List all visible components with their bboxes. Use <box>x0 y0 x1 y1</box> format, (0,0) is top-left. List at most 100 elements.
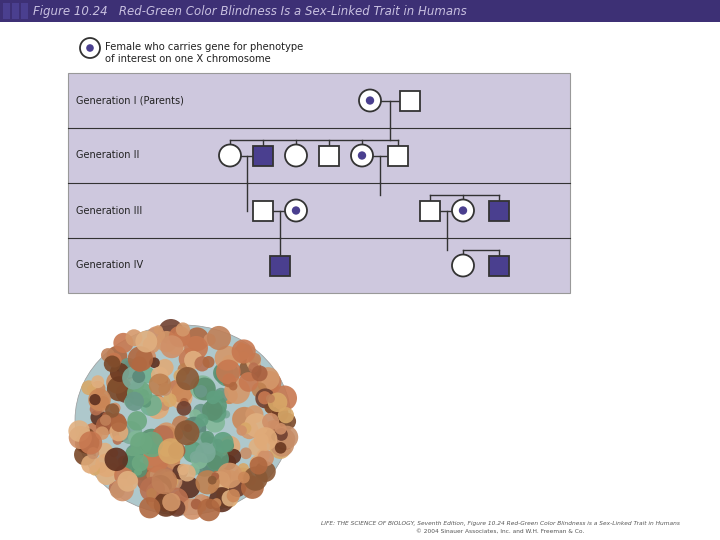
Circle shape <box>262 413 279 430</box>
Circle shape <box>89 388 111 411</box>
Circle shape <box>152 425 174 447</box>
Circle shape <box>248 353 261 366</box>
Circle shape <box>222 355 238 370</box>
Circle shape <box>127 411 147 431</box>
Ellipse shape <box>75 325 291 515</box>
Circle shape <box>119 421 143 444</box>
Circle shape <box>268 393 287 412</box>
Circle shape <box>104 355 120 372</box>
Circle shape <box>91 375 104 388</box>
Circle shape <box>275 426 298 449</box>
Circle shape <box>256 388 275 408</box>
Circle shape <box>202 440 216 454</box>
Circle shape <box>148 495 163 510</box>
Circle shape <box>150 489 161 499</box>
Circle shape <box>211 472 219 480</box>
Circle shape <box>101 348 115 362</box>
Circle shape <box>262 392 276 406</box>
Circle shape <box>255 461 276 482</box>
Circle shape <box>98 413 118 433</box>
Circle shape <box>212 443 225 456</box>
Circle shape <box>270 433 294 457</box>
Circle shape <box>236 479 248 491</box>
Circle shape <box>107 414 124 430</box>
Bar <box>400 91 420 111</box>
Circle shape <box>236 426 247 436</box>
Circle shape <box>292 206 300 215</box>
Circle shape <box>240 448 252 459</box>
Bar <box>3 3 10 19</box>
Circle shape <box>156 359 174 376</box>
Circle shape <box>143 447 168 473</box>
Circle shape <box>178 363 190 376</box>
Circle shape <box>166 454 180 469</box>
Circle shape <box>216 485 238 508</box>
Circle shape <box>122 469 136 483</box>
Circle shape <box>125 329 143 346</box>
Circle shape <box>190 451 202 463</box>
Circle shape <box>109 449 118 457</box>
Text: Figure 10.24   Red-Green Color Blindness Is a Sex-Linked Trait in Humans: Figure 10.24 Red-Green Color Blindness I… <box>33 4 467 17</box>
Circle shape <box>244 413 269 437</box>
Circle shape <box>240 421 258 439</box>
Circle shape <box>194 454 216 477</box>
Circle shape <box>183 442 204 463</box>
Circle shape <box>143 336 160 354</box>
Circle shape <box>271 386 297 411</box>
Circle shape <box>158 438 184 464</box>
Circle shape <box>191 453 207 469</box>
Circle shape <box>128 431 140 443</box>
Circle shape <box>275 442 287 454</box>
Circle shape <box>138 367 156 383</box>
Circle shape <box>127 346 153 372</box>
Circle shape <box>110 363 129 382</box>
Circle shape <box>213 466 231 484</box>
Circle shape <box>192 420 203 430</box>
Circle shape <box>279 413 296 430</box>
Circle shape <box>127 475 138 485</box>
Circle shape <box>114 464 137 487</box>
Circle shape <box>205 499 215 509</box>
Circle shape <box>156 331 177 352</box>
Circle shape <box>134 468 142 476</box>
Circle shape <box>158 319 184 345</box>
Circle shape <box>237 342 246 350</box>
Circle shape <box>104 464 117 476</box>
Circle shape <box>245 475 256 486</box>
Circle shape <box>226 449 241 464</box>
Circle shape <box>179 477 200 498</box>
Circle shape <box>146 494 158 507</box>
Circle shape <box>105 403 120 417</box>
Bar <box>489 200 509 220</box>
Circle shape <box>141 441 166 466</box>
Circle shape <box>168 442 186 460</box>
Circle shape <box>130 378 144 392</box>
Circle shape <box>89 465 100 476</box>
Circle shape <box>97 443 112 458</box>
Circle shape <box>107 353 122 368</box>
Circle shape <box>222 373 236 387</box>
Circle shape <box>146 488 157 498</box>
Circle shape <box>179 464 196 482</box>
Circle shape <box>168 326 190 347</box>
Circle shape <box>208 471 230 494</box>
Circle shape <box>220 436 240 457</box>
Circle shape <box>190 375 215 400</box>
Circle shape <box>140 433 165 457</box>
Circle shape <box>359 90 381 111</box>
Circle shape <box>147 326 165 345</box>
Circle shape <box>140 431 163 454</box>
Circle shape <box>269 398 282 411</box>
Circle shape <box>68 420 90 442</box>
Circle shape <box>102 411 112 422</box>
Circle shape <box>271 433 280 441</box>
Circle shape <box>146 470 156 480</box>
Circle shape <box>84 423 103 442</box>
Circle shape <box>257 450 274 467</box>
Circle shape <box>256 367 279 390</box>
Circle shape <box>191 499 202 510</box>
Circle shape <box>139 429 164 454</box>
Circle shape <box>222 490 238 507</box>
Circle shape <box>237 352 251 365</box>
Circle shape <box>219 145 241 166</box>
